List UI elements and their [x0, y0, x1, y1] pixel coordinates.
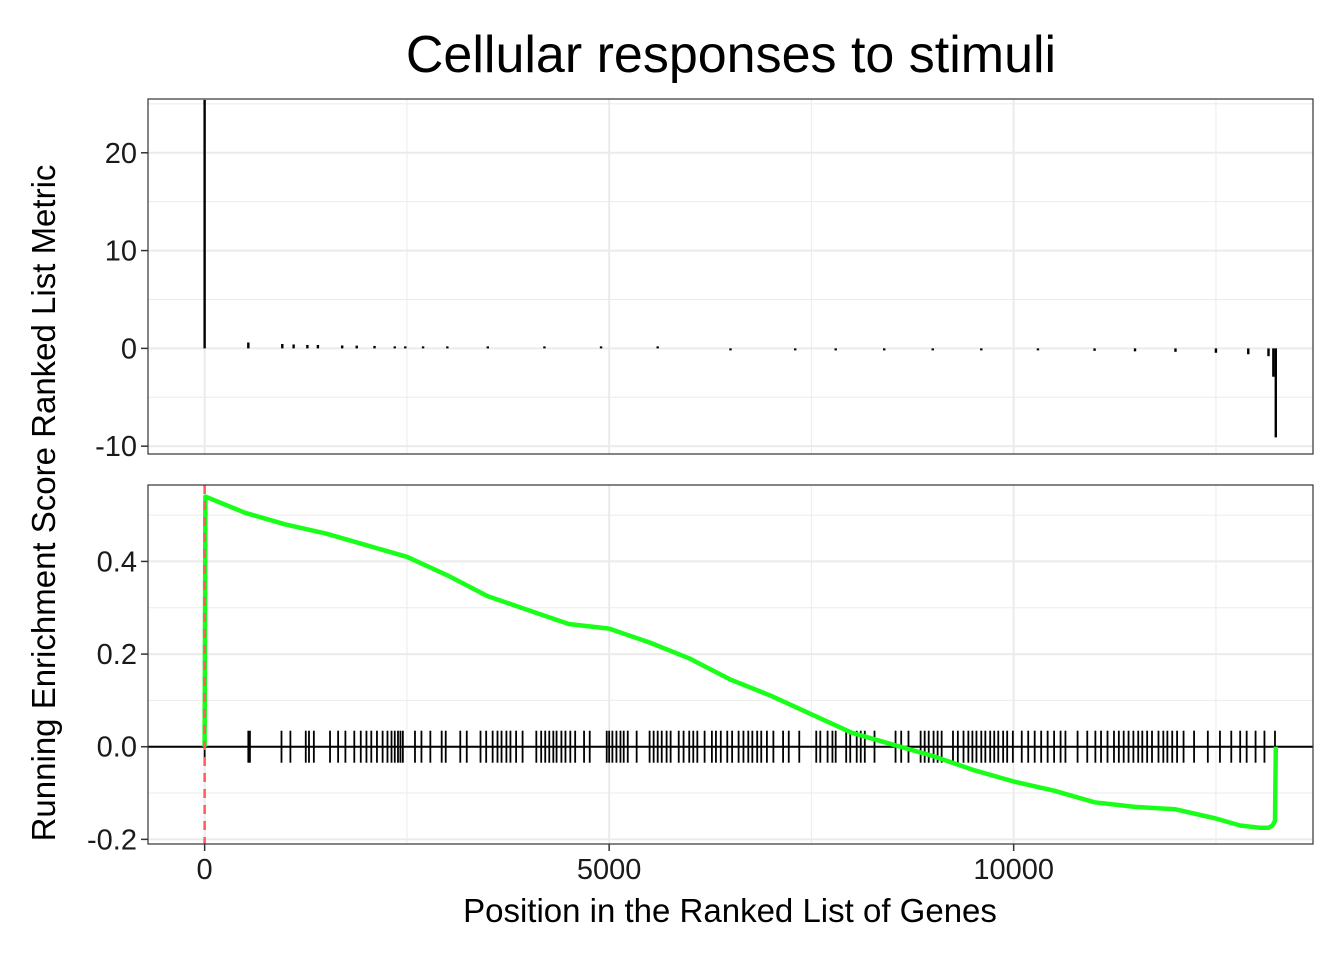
metric-bar — [931, 348, 934, 351]
metric-bar — [1214, 348, 1218, 353]
y-axis-label: Running Enrichment Score Ranked List Met… — [25, 165, 62, 842]
bottom-panel-border — [147, 484, 1314, 845]
metric-bar — [373, 345, 376, 349]
metric-bar — [794, 348, 797, 351]
metric-bar — [1274, 348, 1277, 438]
metric-bar — [834, 348, 837, 351]
top-panel: 20 10 0 -10 — [95, 98, 1314, 463]
y-tick-label: 0 — [121, 333, 137, 365]
y-tick-label: -10 — [95, 431, 137, 463]
metric-bar — [340, 345, 344, 349]
y-tick-label: 20 — [105, 138, 137, 170]
metric-bar — [599, 346, 603, 349]
metric-bar — [421, 346, 425, 349]
x-tick-label: 0 — [197, 854, 213, 886]
x-axis: 0 5000 10000 — [197, 844, 1054, 886]
metric-bar — [316, 344, 320, 349]
metric-bar — [980, 348, 983, 351]
metric-bar — [1093, 348, 1096, 351]
y-tick-label: -0.2 — [87, 824, 137, 856]
metric-bar — [486, 346, 489, 349]
metric-bars — [203, 99, 1277, 438]
metric-bar — [729, 348, 732, 351]
metric-bar — [292, 344, 295, 349]
metric-bar — [281, 343, 284, 349]
metric-bar — [393, 346, 396, 349]
running-es-line — [202, 494, 1279, 831]
metric-bar — [203, 99, 206, 349]
x-tick-label: 5000 — [577, 854, 642, 886]
metric-bar — [883, 348, 886, 351]
top-y-axis: 20 10 0 -10 — [95, 138, 148, 463]
x-axis-label: Position in the Ranked List of Genes — [463, 892, 997, 929]
metric-bar — [543, 346, 546, 349]
x-tick-label: 10000 — [973, 854, 1054, 886]
bottom-y-axis: 0.4 0.2 0.0 -0.2 — [87, 546, 148, 856]
metric-bar — [656, 346, 659, 349]
metric-bar — [1267, 348, 1270, 357]
metric-bar — [404, 346, 407, 349]
bottom-panel: 0.4 0.2 0.0 -0.2 0 5000 10000 — [87, 484, 1314, 886]
metric-bar — [1247, 348, 1250, 355]
metric-bar — [355, 345, 358, 349]
metric-bar — [1036, 348, 1040, 351]
y-tick-label: 0.4 — [97, 546, 137, 578]
y-tick-label: 0.2 — [97, 639, 137, 671]
top-panel-background — [148, 99, 1313, 454]
metric-bar — [247, 342, 250, 349]
metric-bar — [446, 346, 449, 349]
metric-bar — [306, 344, 309, 349]
metric-bar — [1272, 348, 1275, 377]
chart-title: Cellular responses to stimuli — [406, 26, 1056, 84]
y-tick-label: 10 — [105, 236, 137, 268]
metric-bar — [1174, 348, 1177, 352]
top-panel-border — [147, 98, 1314, 455]
bottom-panel-background — [148, 485, 1313, 844]
y-tick-label: 0.0 — [97, 732, 137, 764]
metric-bar — [1133, 348, 1137, 352]
